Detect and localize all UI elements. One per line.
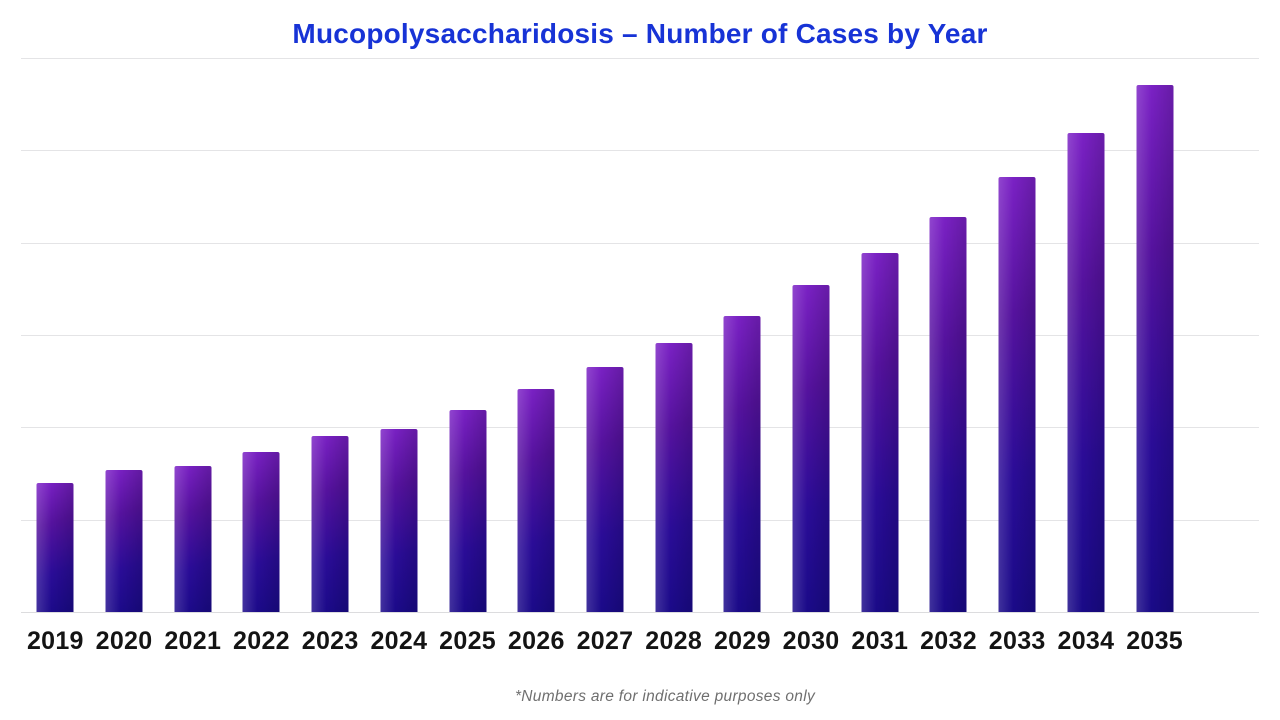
x-axis-label-2027: 2027 (576, 627, 634, 655)
bar-slot-2033 (983, 58, 1052, 612)
bar-2024 (380, 429, 418, 612)
bar-2035 (1136, 84, 1174, 612)
bar-2034 (1067, 132, 1105, 612)
bar-2020 (105, 469, 143, 612)
gridline (21, 427, 1259, 429)
bar-slot-2025 (433, 58, 502, 612)
bar-2019 (36, 482, 74, 612)
bar-2027 (586, 367, 624, 612)
x-axis-label-2026: 2026 (507, 627, 565, 655)
gridline (21, 242, 1259, 244)
bar-slot-2020 (90, 58, 159, 612)
footnote: *Numbers are for indicative purposes onl… (514, 688, 816, 705)
plot-area (21, 58, 1259, 613)
bar-2026 (517, 389, 555, 612)
x-axis-label-2020: 2020 (95, 627, 153, 655)
x-axis-label-2023: 2023 (301, 627, 359, 655)
x-axis-label-2022: 2022 (233, 627, 290, 655)
bar-2028 (655, 343, 693, 612)
bar-slot-2019 (21, 58, 90, 612)
x-axis-label-2030: 2030 (782, 627, 840, 655)
x-axis-label-2025: 2025 (439, 627, 496, 655)
bar-slot-2034 (1052, 58, 1121, 612)
bar-slot-2023 (296, 58, 365, 612)
x-axis-label-2024: 2024 (370, 627, 428, 655)
bar-2021 (174, 466, 212, 612)
bar-slot-2031 (845, 58, 914, 612)
bar-slot-2024 (365, 58, 434, 612)
bar-2023 (311, 435, 349, 612)
x-axis-label-2033: 2033 (988, 627, 1046, 655)
bar-2022 (242, 452, 280, 612)
bar-slot-2029 (708, 58, 777, 612)
x-axis-label-2032: 2032 (920, 627, 977, 655)
bar-2031 (861, 252, 899, 612)
bar-2032 (929, 216, 967, 612)
gridline (21, 58, 1259, 59)
bar-2025 (449, 409, 487, 612)
bars-row (21, 58, 1189, 612)
x-axis-label-2029: 2029 (713, 627, 771, 655)
bar-slot-2028 (639, 58, 708, 612)
bar-slot-2030 (777, 58, 846, 612)
x-axis-label-2035: 2035 (1126, 627, 1184, 655)
x-axis-label-2019: 2019 (26, 627, 84, 655)
x-axis-label-2021: 2021 (164, 627, 222, 655)
gridline (21, 335, 1259, 336)
x-axis-labels: 2019 2020 2021 2022 2023 2024 2025 2026 2027 2028… (21, 627, 1189, 656)
bar-slot-2026 (502, 58, 571, 612)
chart-title: Mucopolysaccharidosis – Number of Cases … (292, 18, 988, 49)
bar-slot-2035 (1120, 58, 1189, 612)
x-axis-label-2028: 2028 (645, 627, 703, 655)
bar-2029 (723, 315, 761, 612)
x-axis-label-2031: 2031 (851, 627, 909, 655)
gridline (21, 150, 1259, 152)
x-axis-baseline (21, 612, 1259, 613)
bar-slot-2021 (158, 58, 227, 612)
bar-slot-2032 (914, 58, 983, 612)
bar-slot-2022 (227, 58, 296, 612)
bar-2030 (792, 285, 830, 612)
bar-slot-2027 (571, 58, 640, 612)
bar-2033 (998, 177, 1036, 612)
x-axis-label-2034: 2034 (1057, 627, 1115, 655)
gridline (21, 519, 1259, 521)
